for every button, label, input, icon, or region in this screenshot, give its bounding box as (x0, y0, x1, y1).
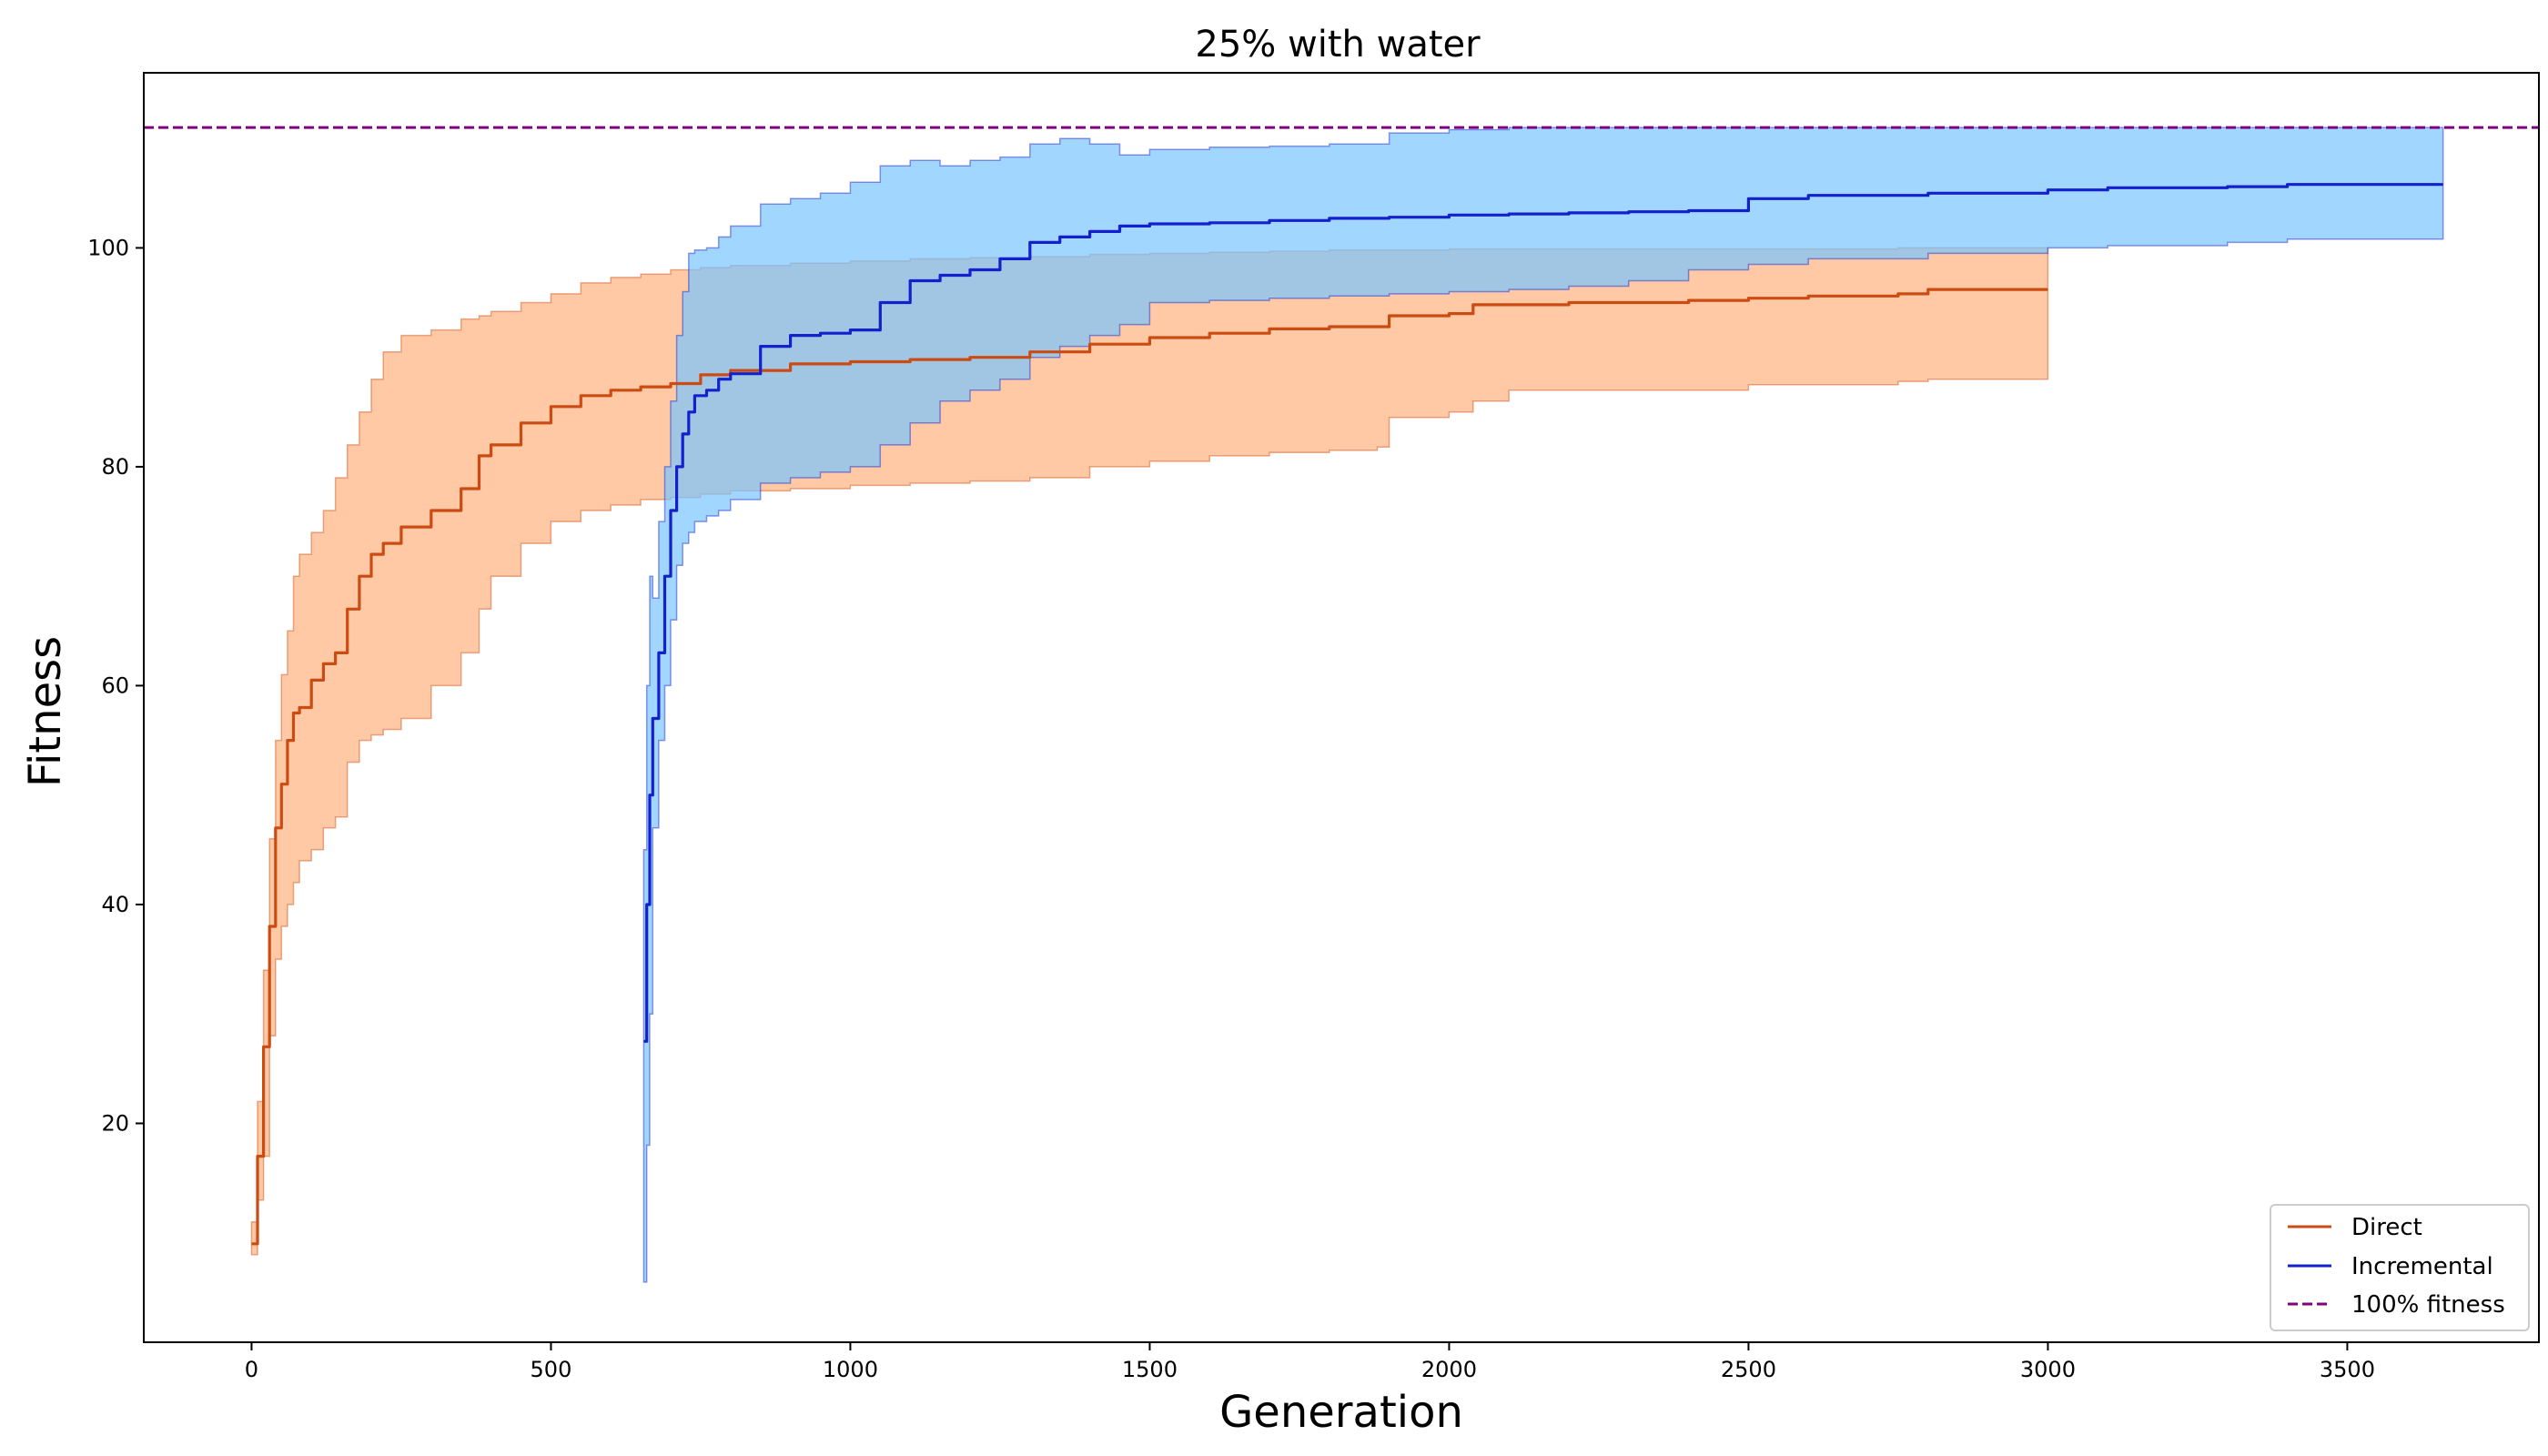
x-axis-title: Generation (1219, 1387, 1463, 1438)
legend-label-incremental: Incremental (2351, 1253, 2493, 1280)
x-axis: 0 500 1000 1500 2000 2500 3000 3500 (245, 1342, 2375, 1382)
line-incremental (643, 183, 2443, 1043)
y-axis: 20 40 60 80 100 (87, 235, 144, 1136)
x-tick-label: 3500 (2320, 1357, 2375, 1382)
legend-label-direct: Direct (2351, 1214, 2422, 1241)
y-tick-label: 80 (101, 454, 129, 480)
x-tick-label: 1000 (823, 1357, 878, 1382)
y-axis-title: Fitness (20, 636, 71, 787)
x-tick-label: 2000 (1421, 1357, 1477, 1382)
legend-box (2270, 1204, 2530, 1331)
x-tick-label: 3000 (2020, 1357, 2076, 1382)
axes-frame (143, 72, 2540, 1343)
x-tick-label: 500 (531, 1357, 572, 1382)
line-direct (251, 288, 2048, 1246)
y-tick-label: 100 (87, 235, 129, 260)
legend-label-100-fitness: 100% fitness (2351, 1291, 2505, 1319)
x-tick-label: 0 (245, 1357, 258, 1382)
band-direct (250, 247, 2049, 1256)
y-tick-label: 60 (101, 672, 129, 698)
x-tick-label: 2500 (1721, 1357, 1776, 1382)
y-tick-label: 40 (101, 892, 129, 917)
legend: Direct Incremental 100% fitness (2270, 1204, 2530, 1331)
chart-title: 25% with water (1195, 24, 1481, 66)
x-tick-label: 1500 (1122, 1357, 1178, 1382)
band-incremental (642, 126, 2444, 1283)
y-tick-label: 20 (101, 1110, 129, 1136)
plot-area (144, 126, 2539, 1283)
